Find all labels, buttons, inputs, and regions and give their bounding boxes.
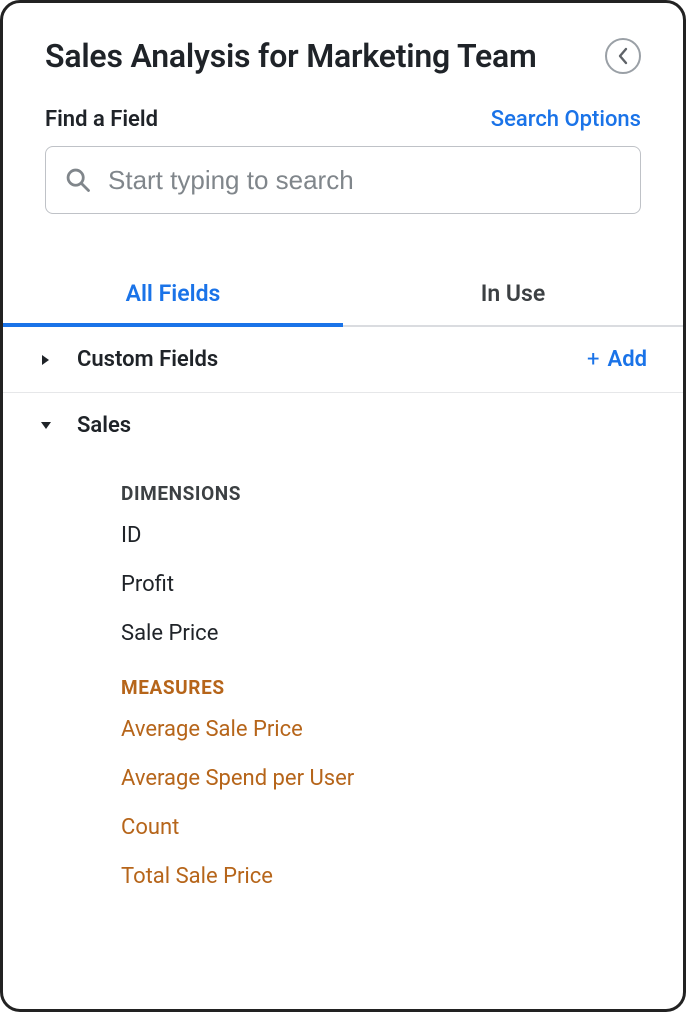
find-field-label: Find a Field bbox=[45, 107, 158, 132]
field-total-sale-price[interactable]: Total Sale Price bbox=[3, 852, 683, 901]
sales-body: DIMENSIONS ID Profit Sale Price MEASURES… bbox=[3, 458, 683, 901]
caret-right-icon bbox=[33, 354, 59, 366]
measures-header: MEASURES bbox=[3, 658, 683, 705]
search-input[interactable] bbox=[108, 165, 622, 196]
tab-all-fields[interactable]: All Fields bbox=[3, 262, 343, 325]
field-picker-panel: Sales Analysis for Marketing Team Find a… bbox=[0, 0, 686, 1012]
section-custom-fields[interactable]: Custom Fields + Add bbox=[3, 327, 683, 393]
field-count[interactable]: Count bbox=[3, 803, 683, 852]
caret-down-icon bbox=[33, 421, 59, 431]
tabs: All Fields In Use bbox=[3, 262, 683, 327]
sales-label: Sales bbox=[77, 413, 131, 438]
back-button[interactable] bbox=[605, 38, 641, 74]
search-block: Find a Field Search Options bbox=[3, 85, 683, 214]
field-profit[interactable]: Profit bbox=[3, 560, 683, 609]
custom-fields-label: Custom Fields bbox=[77, 347, 218, 372]
field-average-spend-per-user[interactable]: Average Spend per User bbox=[3, 754, 683, 803]
search-input-container[interactable] bbox=[45, 146, 641, 214]
field-sale-price[interactable]: Sale Price bbox=[3, 609, 683, 658]
field-id[interactable]: ID bbox=[3, 511, 683, 560]
search-labels: Find a Field Search Options bbox=[45, 107, 641, 132]
page-title: Sales Analysis for Marketing Team bbox=[45, 37, 537, 75]
chevron-left-icon bbox=[616, 47, 630, 65]
add-custom-field-button[interactable]: + Add bbox=[587, 347, 647, 372]
plus-icon: + bbox=[587, 349, 599, 371]
tab-in-use[interactable]: In Use bbox=[343, 262, 683, 325]
add-label: Add bbox=[608, 347, 647, 372]
panel-header: Sales Analysis for Marketing Team bbox=[3, 3, 683, 85]
search-options-link[interactable]: Search Options bbox=[491, 107, 641, 132]
dimensions-header: DIMENSIONS bbox=[3, 464, 683, 511]
section-sales[interactable]: Sales bbox=[3, 393, 683, 458]
field-average-sale-price[interactable]: Average Sale Price bbox=[3, 705, 683, 754]
search-icon bbox=[64, 166, 92, 194]
